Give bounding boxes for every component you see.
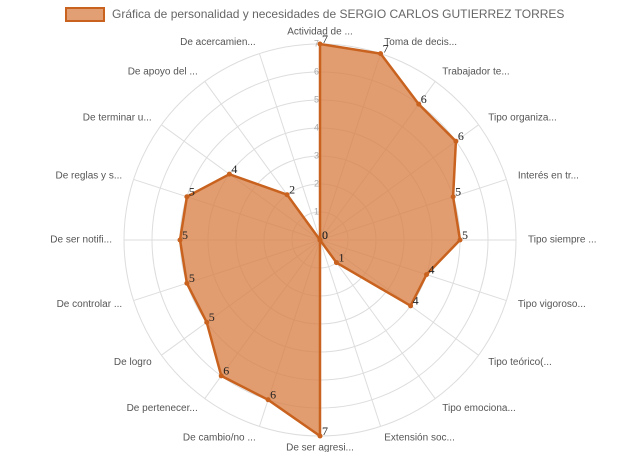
radar-point xyxy=(284,192,290,198)
radar-point xyxy=(317,41,323,47)
value-label: 7 xyxy=(383,41,389,55)
legend-label: Gráfica de personalidad y necesidades de… xyxy=(112,7,564,21)
r-tick-label: 4 xyxy=(314,122,319,132)
radar-point xyxy=(378,51,384,57)
value-label: 7 xyxy=(322,424,328,438)
value-label: 5 xyxy=(462,228,468,242)
category-label: Tipo teórico(... xyxy=(488,357,552,368)
radar-point xyxy=(184,280,190,286)
spoke xyxy=(319,239,382,427)
category-label: De acercamien... xyxy=(180,37,256,48)
radar-point xyxy=(317,237,323,243)
category-label: De terminar u... xyxy=(83,112,152,123)
category-label: De logro xyxy=(114,357,152,368)
value-label: 5 xyxy=(189,184,195,198)
radar-point xyxy=(204,319,210,325)
value-label: 5 xyxy=(455,184,461,198)
category-label: De reglas y s... xyxy=(55,170,122,181)
r-tick-label: 2 xyxy=(314,178,319,188)
r-tick-label: 5 xyxy=(314,94,319,104)
category-label: Extensión soc... xyxy=(384,432,455,443)
spoke xyxy=(258,53,321,241)
value-label: 4 xyxy=(429,262,435,276)
value-label: 0 xyxy=(322,228,328,242)
radar-point xyxy=(184,194,190,200)
category-label: De pertenecer... xyxy=(127,403,198,414)
radar-point xyxy=(218,373,224,379)
category-label: Interés en tr... xyxy=(518,170,579,181)
value-label: 0 xyxy=(322,228,328,242)
category-label: Tipo organiza... xyxy=(488,112,557,123)
r-tick-label: 1 xyxy=(314,206,319,216)
category-label: De cambio/no ... xyxy=(183,432,256,443)
value-label: 1 xyxy=(338,250,344,264)
value-label: 6 xyxy=(458,129,464,143)
radar-point xyxy=(408,303,414,309)
value-label: 2 xyxy=(289,182,295,196)
value-label: 4 xyxy=(413,294,419,308)
radar-point xyxy=(333,260,339,266)
category-label: De ser agresi... xyxy=(286,443,354,452)
radar-point xyxy=(265,397,271,403)
radar-point xyxy=(317,433,323,439)
value-label: 5 xyxy=(189,271,195,285)
radar-point xyxy=(416,101,422,107)
category-label: De apoyo del ... xyxy=(128,66,198,77)
category-label: Toma de decis... xyxy=(384,37,457,48)
radar-point xyxy=(226,171,232,177)
legend-swatch xyxy=(65,7,105,22)
r-tick-label: 3 xyxy=(314,150,319,160)
radar-point xyxy=(450,194,456,200)
legend: Gráfica de personalidad y necesidades de… xyxy=(65,7,564,22)
category-label: Trabajador te... xyxy=(442,66,509,77)
value-label: 6 xyxy=(223,364,229,378)
value-label: 5 xyxy=(209,310,215,324)
category-label: Tipo siempre ... xyxy=(528,235,597,246)
category-label: De ser notifi... xyxy=(50,235,112,246)
radar-point xyxy=(457,237,463,243)
r-tick-label: 6 xyxy=(314,66,319,76)
value-label: 5 xyxy=(182,228,188,242)
category-label: De controlar ... xyxy=(57,299,123,310)
category-label: Tipo emociona... xyxy=(442,403,516,414)
radar-point xyxy=(453,138,459,144)
value-label: 4 xyxy=(231,162,237,176)
value-label: 6 xyxy=(270,388,276,402)
value-label: 6 xyxy=(421,92,427,106)
spoke xyxy=(319,239,436,399)
category-label: Actividad de ... xyxy=(287,27,353,38)
radar-point xyxy=(424,272,430,278)
radar-point xyxy=(177,237,183,243)
value-label: 7 xyxy=(322,32,328,46)
category-label: Tipo vigoroso... xyxy=(518,299,586,310)
r-tick-label: 7 xyxy=(314,38,319,48)
